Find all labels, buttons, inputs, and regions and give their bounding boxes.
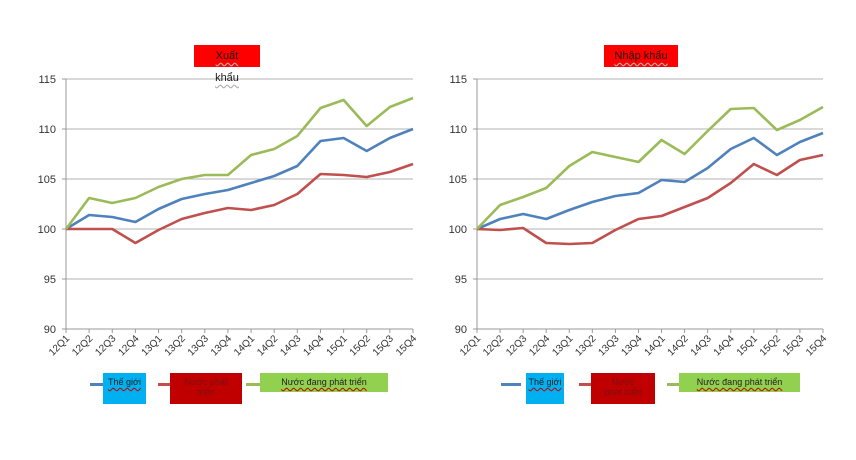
legend-label-world: Thế giới [526,373,564,404]
x-tick-label: 12Q1 [47,333,72,358]
legend-line-developing [246,383,266,386]
x-tick-label: 12Q3 [504,333,529,358]
y-tick-label: 110 [449,124,467,136]
x-tick-label: 15Q3 [781,333,806,358]
y-tick-label: 90 [455,324,467,336]
x-tick-label: 14Q4 [302,333,327,358]
x-tick-label: 13Q1 [550,333,575,358]
x-tick-label: 15Q1 [735,333,760,358]
x-tick-label: 14Q2 [666,333,691,358]
y-tick-label: 90 [44,324,56,336]
x-tick-label: 15Q2 [348,333,373,358]
legend-line-world [90,383,110,386]
x-tick-label: 14Q3 [689,333,714,358]
x-tick-label: 12Q4 [527,333,552,358]
series-line-0 [65,127,414,231]
x-tick-label: 12Q1 [458,333,483,358]
series-line-0 [476,131,824,231]
x-tick-label: 15Q2 [758,333,783,358]
legend-line-developing [667,383,687,386]
x-tick-label: 14Q2 [255,333,280,358]
legend-label-world: Thế giới [103,373,146,404]
export-chart-plot: 90 95 100 105 110 115 12Q112Q212Q312Q413Q113Q2… [38,74,420,358]
x-tick-label: 14Q4 [712,333,737,358]
x-tick-label: 15Q3 [371,333,396,358]
x-tick-label: 15Q4 [804,333,829,358]
y-tick-label: 105 [449,174,467,186]
x-tick-label: 14Q3 [278,333,303,358]
series-line-1 [476,153,824,246]
y-tick-label: 110 [38,124,56,136]
legend-label-developed: Nước phát triển [591,373,655,404]
legend-label-developing: Nước đang phát triển [679,373,800,392]
x-tick-label: 13Q3 [596,333,621,358]
legend-line-developed [158,383,178,386]
chart-title: Nhập khẩu [604,45,678,67]
legend-label-developing: Nước đang phát triển [260,373,388,392]
x-tick-label: 12Q4 [116,333,141,358]
y-tick-label: 100 [449,224,467,236]
series-line-2 [476,105,824,230]
import-chart: 90 95 100 105 110 115 12Q1 12Q2 12Q3 12Q4 13Q1 13Q2… [411,0,839,460]
y-tick-label: 100 [38,224,56,236]
legend-line-developed [579,383,599,386]
x-tick-label: 13Q2 [573,333,598,358]
x-tick-label: 14Q1 [643,333,668,358]
x-tick-label: 13Q3 [186,333,211,358]
x-tick-label: 13Q4 [620,333,645,358]
legend-line-world [501,383,521,386]
series-line-1 [66,162,414,245]
y-tick-label: 115 [449,74,467,86]
import-chart-plot: 90 95 100 105 110 115 12Q112Q212Q312Q413Q113Q2… [449,74,830,358]
x-tick-label: 12Q3 [93,333,118,358]
x-tick-label: 14Q1 [232,333,257,358]
y-tick-label: 105 [38,174,56,186]
x-tick-label: 12Q2 [70,333,95,358]
y-tick-label: 95 [455,274,467,286]
chart-title: Xuất khẩu [194,45,260,84]
x-tick-label: 13Q2 [163,333,188,358]
x-tick-label: 13Q1 [140,333,165,358]
x-tick-label: 15Q1 [325,333,350,358]
series-line-2 [64,96,414,230]
legend-label-developed: Nước phát triển [170,373,242,404]
x-tick-label: 12Q2 [481,333,506,358]
export-chart: 90 95 100 105 110 115 12Q1 12Q2 12Q3 12Q4 13Q1 13Q2… [38,45,420,404]
y-tick-label: 115 [38,74,56,86]
y-tick-label: 95 [44,274,56,286]
x-tick-label: 13Q4 [209,333,234,358]
